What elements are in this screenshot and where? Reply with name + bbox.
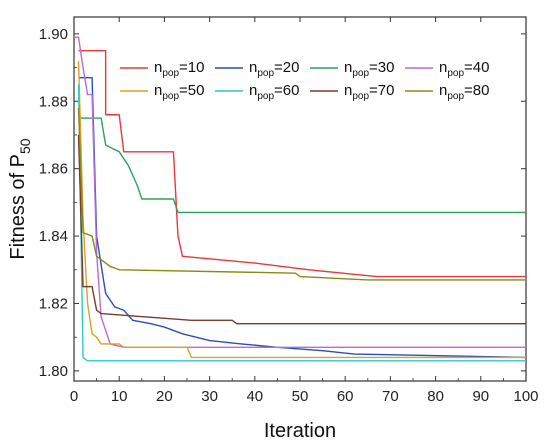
legend-label-sub: pop <box>162 68 179 79</box>
legend-label: npop=20 <box>249 59 299 79</box>
legend-label-main: n <box>344 59 352 76</box>
legend-label: npop=80 <box>439 82 489 102</box>
legend-item: npop=50 <box>120 82 204 102</box>
legend-label-main: n <box>249 82 257 99</box>
series-line-npop-10 <box>78 50 526 278</box>
legend-label-main: n <box>344 82 352 99</box>
legend-item: npop=30 <box>310 59 394 79</box>
series-line-npop-40 <box>74 36 526 348</box>
legend-label-sub: pop <box>162 91 179 102</box>
legend-label-value: =80 <box>464 82 489 99</box>
legend-label-sub: pop <box>447 91 464 102</box>
legend-label: npop=30 <box>344 59 394 79</box>
series-line-npop-50 <box>77 60 526 359</box>
legend-label-main: n <box>439 59 447 76</box>
legend-item: npop=40 <box>405 59 489 79</box>
y-axis-title-sub: 50 <box>17 138 33 154</box>
series-line-npop-70 <box>77 134 526 325</box>
y-tick-label: 1.84 <box>39 228 68 245</box>
x-tick-label: 70 <box>382 388 399 405</box>
legend-label-sub: pop <box>352 68 369 79</box>
legend-item: npop=70 <box>310 82 394 102</box>
y-tick-label: 1.80 <box>39 363 68 380</box>
x-tick-label: 50 <box>292 388 309 405</box>
series-line-npop-30 <box>78 117 526 214</box>
series-group <box>74 36 527 362</box>
legend-item: npop=20 <box>215 59 299 79</box>
legend-label-main: n <box>439 82 447 99</box>
legend-label-main: n <box>154 82 162 99</box>
legend-label: npop=70 <box>344 82 394 102</box>
legend-label-main: n <box>154 59 162 76</box>
y-axis-title-main: Fitness of P <box>7 154 29 260</box>
legend-label-value: =70 <box>369 82 394 99</box>
y-tick-label: 1.86 <box>39 161 68 178</box>
legend-item: npop=80 <box>405 82 489 102</box>
legend-label: npop=50 <box>154 82 204 102</box>
legend-label-value: =40 <box>464 59 489 76</box>
y-tick-label: 1.90 <box>39 26 68 43</box>
legend-item: npop=60 <box>215 82 299 102</box>
legend-label-sub: pop <box>257 91 274 102</box>
series-line-npop-20 <box>78 76 527 359</box>
legend-label-main: n <box>249 59 257 76</box>
legend-label: npop=60 <box>249 82 299 102</box>
legend-label-value: =50 <box>179 82 204 99</box>
legend-label-sub: pop <box>447 68 464 79</box>
x-tick-label: 10 <box>111 388 128 405</box>
x-tick-label: 20 <box>156 388 173 405</box>
x-tick-label: 90 <box>472 388 489 405</box>
legend-item: npop=10 <box>120 59 204 79</box>
y-tick-label: 1.88 <box>39 93 68 110</box>
x-tick-label: 100 <box>513 388 538 405</box>
x-tick-label: 30 <box>201 388 218 405</box>
y-axis-title: Fitness of P50 <box>7 138 33 259</box>
legend-label: npop=10 <box>154 59 204 79</box>
x-tick-label: 80 <box>427 388 444 405</box>
legend-label-value: =60 <box>274 82 299 99</box>
legend-label-value: =20 <box>274 59 299 76</box>
series-line-npop-80 <box>77 107 526 281</box>
legend-label-sub: pop <box>257 68 274 79</box>
x-tick-label: 40 <box>246 388 263 405</box>
legend-label: npop=40 <box>439 59 489 79</box>
y-tick-label: 1.82 <box>39 295 68 312</box>
x-tick-label: 60 <box>337 388 354 405</box>
legend-label-sub: pop <box>352 91 369 102</box>
legend-label-value: =30 <box>369 59 394 76</box>
x-tick-label: 0 <box>70 388 78 405</box>
axes: 0 10 20 30 40 50 60 70 80 90 100 1.80 1.82 1.84 1.86 1.… <box>39 17 539 405</box>
x-axis-title: Iteration <box>264 420 336 442</box>
legend-label-value: =10 <box>179 59 204 76</box>
